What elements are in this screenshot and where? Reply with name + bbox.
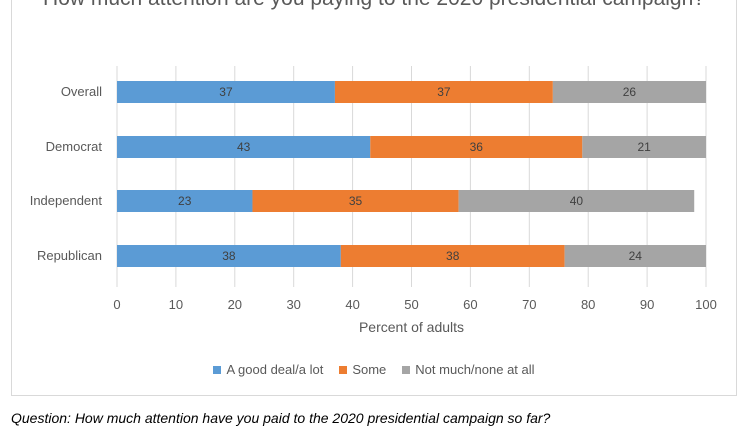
category-label: Democrat <box>46 139 103 154</box>
data-label: 37 <box>437 85 451 99</box>
legend-label: Not much/none at all <box>415 362 535 377</box>
legend-item: A good deal/a lot <box>213 362 323 377</box>
bar-segment <box>458 190 695 212</box>
x-tick-label: 80 <box>581 297 595 312</box>
legend: A good deal/a lot Some Not much/none at al… <box>11 362 737 377</box>
question-caption: Question: How much attention have you pa… <box>11 410 551 426</box>
legend-swatch <box>213 365 222 374</box>
category-label: Republican <box>37 248 102 263</box>
data-label: 35 <box>349 194 363 208</box>
x-tick-label: 0 <box>113 297 120 312</box>
x-tick-label: 60 <box>463 297 477 312</box>
data-label: 24 <box>629 249 643 263</box>
chart-title: How much attention are you paying to the… <box>11 0 737 14</box>
bar-segment <box>552 81 706 103</box>
data-label: 26 <box>623 85 637 99</box>
x-axis-title: Percent of adults <box>359 319 464 335</box>
bar-segment <box>564 245 706 267</box>
data-label: 38 <box>446 249 460 263</box>
legend-label: A good deal/a lot <box>226 362 324 377</box>
bar-segment <box>252 190 459 212</box>
data-label: 40 <box>570 194 584 208</box>
x-tick-label: 10 <box>169 297 183 312</box>
category-label: Independent <box>30 193 103 208</box>
bar-segment <box>117 81 335 103</box>
data-label: 38 <box>222 249 236 263</box>
legend-swatch <box>402 365 411 374</box>
data-label: 43 <box>237 140 251 154</box>
data-label: 23 <box>178 194 192 208</box>
legend-item: Some <box>339 362 386 377</box>
legend-label: Some <box>352 362 387 377</box>
x-tick-label: 90 <box>640 297 654 312</box>
bar-segment <box>582 136 706 158</box>
data-label: 21 <box>637 140 651 154</box>
x-tick-label: 70 <box>522 297 536 312</box>
x-tick-label: 20 <box>228 297 242 312</box>
x-tick-label: 30 <box>286 297 300 312</box>
bar-segment <box>340 245 565 267</box>
bar-segment <box>334 81 553 103</box>
bar-segment <box>117 136 371 158</box>
category-label: Overall <box>61 84 102 99</box>
bar-segment <box>117 245 341 267</box>
legend-swatch <box>339 365 348 374</box>
bar-segment <box>117 190 253 212</box>
x-tick-label: 100 <box>695 297 717 312</box>
x-tick-label: 40 <box>345 297 359 312</box>
legend-item: Not much/none at all <box>402 362 535 377</box>
bar-segment <box>370 136 583 158</box>
x-tick-label: 50 <box>404 297 418 312</box>
data-label: 37 <box>219 85 233 99</box>
data-label: 36 <box>470 140 484 154</box>
